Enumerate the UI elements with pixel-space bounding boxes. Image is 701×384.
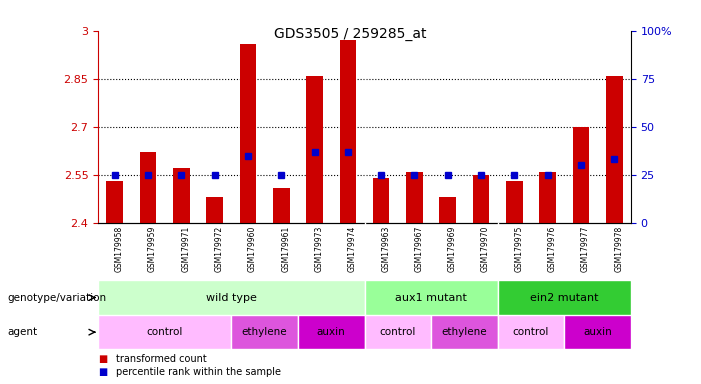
- Bar: [539, 172, 556, 223]
- Bar: [173, 168, 190, 223]
- Text: auxin: auxin: [317, 327, 346, 337]
- Text: GSM179973: GSM179973: [315, 225, 324, 272]
- Text: GSM179976: GSM179976: [547, 225, 557, 272]
- Bar: [273, 187, 290, 223]
- Bar: [472, 175, 489, 223]
- Text: control: control: [380, 327, 416, 337]
- Text: GSM179974: GSM179974: [348, 225, 357, 272]
- Bar: [139, 152, 156, 223]
- Bar: [373, 178, 390, 223]
- Text: ■: ■: [98, 354, 107, 364]
- Text: aux1 mutant: aux1 mutant: [395, 293, 467, 303]
- Bar: [440, 197, 456, 223]
- FancyBboxPatch shape: [498, 315, 564, 349]
- Text: percentile rank within the sample: percentile rank within the sample: [116, 367, 280, 377]
- Text: GSM179978: GSM179978: [614, 225, 623, 272]
- Bar: [573, 127, 590, 223]
- Text: ethylene: ethylene: [242, 327, 287, 337]
- Text: transformed count: transformed count: [116, 354, 206, 364]
- Text: GDS3505 / 259285_at: GDS3505 / 259285_at: [274, 27, 427, 41]
- Bar: [506, 181, 523, 223]
- Text: GSM179960: GSM179960: [248, 225, 257, 272]
- Text: genotype/variation: genotype/variation: [7, 293, 106, 303]
- FancyBboxPatch shape: [365, 315, 431, 349]
- FancyBboxPatch shape: [298, 315, 365, 349]
- Bar: [206, 197, 223, 223]
- FancyBboxPatch shape: [365, 280, 498, 315]
- Text: GSM179969: GSM179969: [448, 225, 457, 272]
- Bar: [107, 181, 123, 223]
- Text: control: control: [147, 327, 183, 337]
- Text: GSM179967: GSM179967: [414, 225, 423, 272]
- Bar: [406, 172, 423, 223]
- FancyBboxPatch shape: [498, 280, 631, 315]
- Text: ein2 mutant: ein2 mutant: [530, 293, 599, 303]
- FancyBboxPatch shape: [98, 315, 231, 349]
- Bar: [306, 76, 323, 223]
- Text: control: control: [513, 327, 549, 337]
- Text: ■: ■: [98, 367, 107, 377]
- Text: agent: agent: [7, 327, 37, 337]
- Text: GSM179975: GSM179975: [515, 225, 524, 272]
- Text: GSM179971: GSM179971: [182, 225, 191, 272]
- FancyBboxPatch shape: [98, 280, 365, 315]
- FancyBboxPatch shape: [231, 315, 298, 349]
- Text: wild type: wild type: [206, 293, 257, 303]
- Text: GSM179972: GSM179972: [215, 225, 224, 272]
- Text: GSM179959: GSM179959: [148, 225, 157, 272]
- Text: GSM179958: GSM179958: [115, 225, 124, 272]
- Bar: [606, 76, 622, 223]
- Text: GSM179977: GSM179977: [581, 225, 590, 272]
- Bar: [339, 40, 356, 223]
- Text: GSM179963: GSM179963: [381, 225, 390, 272]
- Text: ethylene: ethylene: [442, 327, 487, 337]
- FancyBboxPatch shape: [431, 315, 498, 349]
- FancyBboxPatch shape: [564, 315, 631, 349]
- Text: auxin: auxin: [583, 327, 612, 337]
- Bar: [240, 43, 257, 223]
- Text: GSM179961: GSM179961: [281, 225, 290, 272]
- Text: GSM179970: GSM179970: [481, 225, 490, 272]
